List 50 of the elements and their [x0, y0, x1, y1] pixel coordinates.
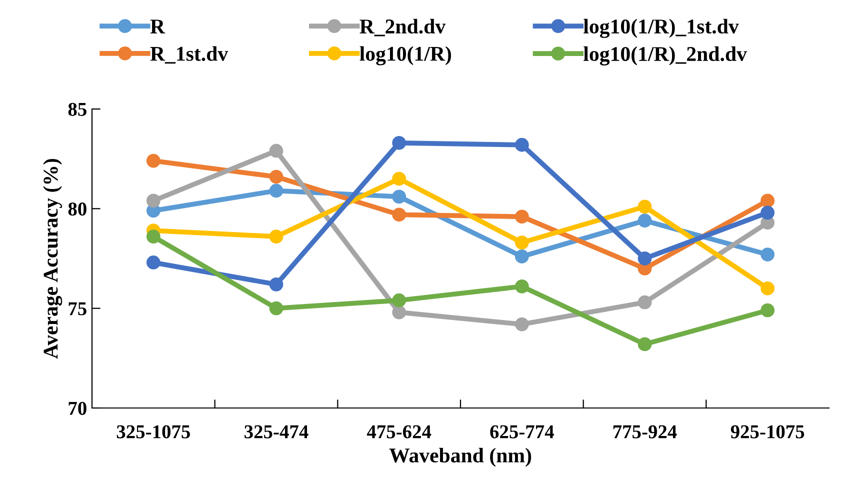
point — [146, 194, 160, 208]
point — [269, 277, 284, 292]
legend-label: R — [150, 20, 166, 34]
y-tick-label: 80 — [68, 202, 86, 216]
legend-label: log10(1/R) — [360, 46, 452, 66]
point — [392, 136, 406, 150]
point — [760, 194, 775, 208]
point — [146, 256, 160, 270]
point — [514, 138, 529, 152]
point — [514, 317, 529, 332]
point — [269, 144, 284, 158]
point — [760, 303, 775, 318]
point — [392, 190, 406, 204]
legend-label: R_2nd.dv — [360, 18, 446, 36]
point — [392, 293, 406, 308]
x-tick-label: 625-774 — [490, 425, 554, 438]
x-tick-label: 475-624 — [366, 425, 432, 438]
y-tick-label: 70 — [68, 402, 86, 415]
point — [638, 337, 652, 352]
point — [392, 208, 406, 222]
point — [146, 230, 160, 244]
point — [146, 154, 160, 168]
point — [514, 279, 529, 294]
point — [514, 210, 529, 224]
point — [269, 230, 284, 244]
x-tick-label: 325-474 — [244, 425, 308, 438]
point — [638, 252, 652, 266]
point — [269, 184, 284, 198]
legend-label: R_1st.dv — [150, 46, 228, 64]
x-tick-label: 925-1075 — [730, 425, 804, 438]
point — [638, 200, 652, 214]
point — [392, 305, 406, 320]
y-tick-label: 75 — [68, 302, 86, 316]
x-tick-label: 325-1075 — [116, 425, 190, 438]
point — [269, 170, 284, 184]
x-axis-title: Waveband (nm) — [389, 448, 532, 467]
point — [638, 295, 652, 310]
x-tick-label: 775-924 — [613, 425, 677, 438]
point — [760, 281, 775, 296]
legend-label: log10(1/R)_2nd.dv — [584, 46, 747, 66]
point — [514, 250, 529, 264]
point — [638, 214, 652, 228]
point — [269, 301, 284, 316]
point — [514, 236, 529, 250]
point — [392, 172, 406, 186]
point — [760, 206, 775, 220]
y-axis-title: Average Accuracy (%) — [43, 158, 62, 359]
legend-label: log10(1/R)_1st.dv — [584, 18, 739, 38]
point — [760, 248, 775, 262]
y-tick-label: 85 — [68, 102, 86, 116]
